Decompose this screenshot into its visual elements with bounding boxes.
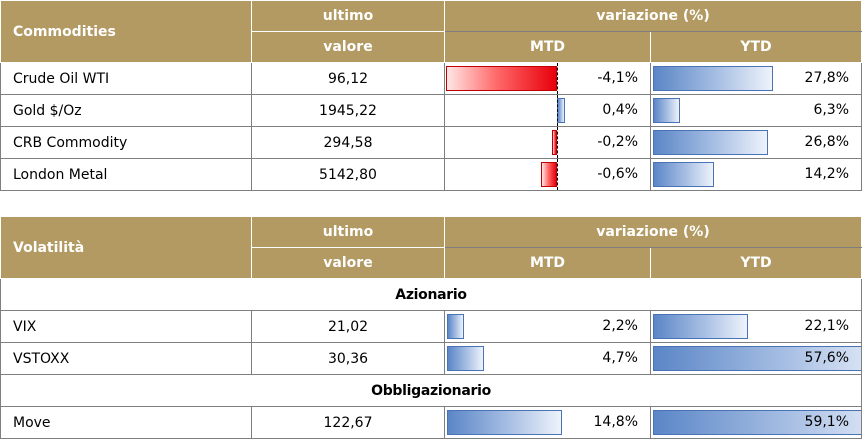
table-row: VIX 21,02 2,2% 22,1%: [0, 310, 863, 343]
table-row: VSTOXX 30,36 4,7% 57,6%: [0, 342, 863, 375]
row-last-value: 96,12: [251, 62, 445, 95]
mtd-change-value: 2,2%: [602, 318, 638, 334]
row-last-value: 122,67: [251, 406, 445, 439]
ytd-change-value: 22,1%: [804, 318, 850, 334]
ytd-bar: [653, 130, 769, 155]
row-ytd-cell: 59,1%: [649, 406, 863, 439]
zero-axis-line: [557, 159, 558, 190]
table-row: Gold $/Oz 1945,22 0,4% 6,3%: [0, 94, 863, 127]
row-last-value: 21,02: [251, 310, 445, 343]
col-change-label: variazione (%): [443, 0, 863, 32]
row-mtd-cell: 2,2%: [444, 310, 651, 343]
section-equity: Azionario: [0, 278, 863, 311]
zero-axis-line: [557, 95, 558, 126]
zero-axis-line: [557, 63, 558, 94]
commodities-table: Commodities ultimo variazione (%) valore…: [0, 0, 863, 191]
zero-axis-line: [557, 127, 558, 158]
row-ytd-cell: 14,2%: [649, 158, 863, 191]
row-ytd-cell: 27,8%: [649, 62, 863, 95]
row-ytd-cell: 57,6%: [649, 342, 863, 375]
mtd-change-value: 0,4%: [602, 102, 638, 118]
col-ytd-label: YTD: [649, 31, 863, 63]
mtd-change-value: 14,8%: [593, 414, 638, 430]
col-change-label: variazione (%): [443, 216, 863, 248]
volatility-table: Volatilità ultimo variazione (%) valore …: [0, 216, 863, 439]
ytd-change-value: 14,2%: [804, 166, 850, 182]
row-ytd-cell: 22,1%: [649, 310, 863, 343]
ytd-bar: [653, 162, 715, 187]
row-mtd-cell: -0,2%: [444, 126, 651, 159]
mtd-change-value: -0,2%: [597, 134, 638, 150]
ytd-change-value: 27,8%: [804, 70, 850, 86]
commodities-title: Commodities: [0, 0, 252, 63]
ytd-bar: [653, 98, 681, 123]
col-last-label-2: valore: [251, 31, 445, 63]
col-last-label-1: ultimo: [251, 0, 445, 32]
col-last-label-1: ultimo: [251, 216, 445, 248]
ytd-bar: [653, 346, 861, 371]
mtd-bar: [447, 346, 484, 371]
row-last-value: 5142,80: [251, 158, 445, 191]
row-ytd-cell: 6,3%: [649, 94, 863, 127]
section-bond: Obbligazionario: [0, 374, 863, 407]
table-row: CRB Commodity 294,58 -0,2% 26,8%: [0, 126, 863, 159]
mtd-change-value: 4,7%: [602, 350, 638, 366]
row-name: Gold $/Oz: [0, 94, 252, 127]
row-mtd-cell: 4,7%: [444, 342, 651, 375]
table-row: London Metal 5142,80 -0,6% 14,2%: [0, 158, 863, 191]
col-mtd-label: MTD: [444, 247, 651, 279]
ytd-bar: [653, 66, 773, 91]
ytd-change-value: 57,6%: [804, 350, 850, 366]
mtd-bar: [447, 410, 563, 435]
row-name: VIX: [0, 310, 252, 343]
row-last-value: 1945,22: [251, 94, 445, 127]
ytd-bar: [653, 410, 861, 435]
col-ytd-label: YTD: [649, 247, 863, 279]
mtd-bar: [551, 130, 557, 155]
row-name: VSTOXX: [0, 342, 252, 375]
mtd-change-value: -4,1%: [597, 70, 638, 86]
row-name: CRB Commodity: [0, 126, 252, 159]
volatility-title: Volatilità: [0, 216, 252, 279]
mtd-change-value: -0,6%: [597, 166, 638, 182]
mtd-bar: [446, 66, 557, 91]
row-mtd-cell: -0,6%: [444, 158, 651, 191]
col-mtd-label: MTD: [444, 31, 651, 63]
row-mtd-cell: 0,4%: [444, 94, 651, 127]
col-last-label-2: valore: [251, 247, 445, 279]
table-row: Move 122,67 14,8% 59,1%: [0, 406, 863, 439]
ytd-change-value: 59,1%: [804, 414, 850, 430]
row-name: London Metal: [0, 158, 252, 191]
row-mtd-cell: 14,8%: [444, 406, 651, 439]
mtd-bar: [557, 98, 565, 123]
table-row: Crude Oil WTI 96,12 -4,1% 27,8%: [0, 62, 863, 95]
row-last-value: 294,58: [251, 126, 445, 159]
mtd-bar: [540, 162, 557, 187]
mtd-bar: [447, 314, 465, 339]
row-last-value: 30,36: [251, 342, 445, 375]
ytd-change-value: 26,8%: [804, 134, 850, 150]
ytd-bar: [653, 314, 749, 339]
row-name: Crude Oil WTI: [0, 62, 252, 95]
ytd-change-value: 6,3%: [813, 102, 850, 118]
row-mtd-cell: -4,1%: [444, 62, 651, 95]
row-ytd-cell: 26,8%: [649, 126, 863, 159]
row-name: Move: [0, 406, 252, 439]
